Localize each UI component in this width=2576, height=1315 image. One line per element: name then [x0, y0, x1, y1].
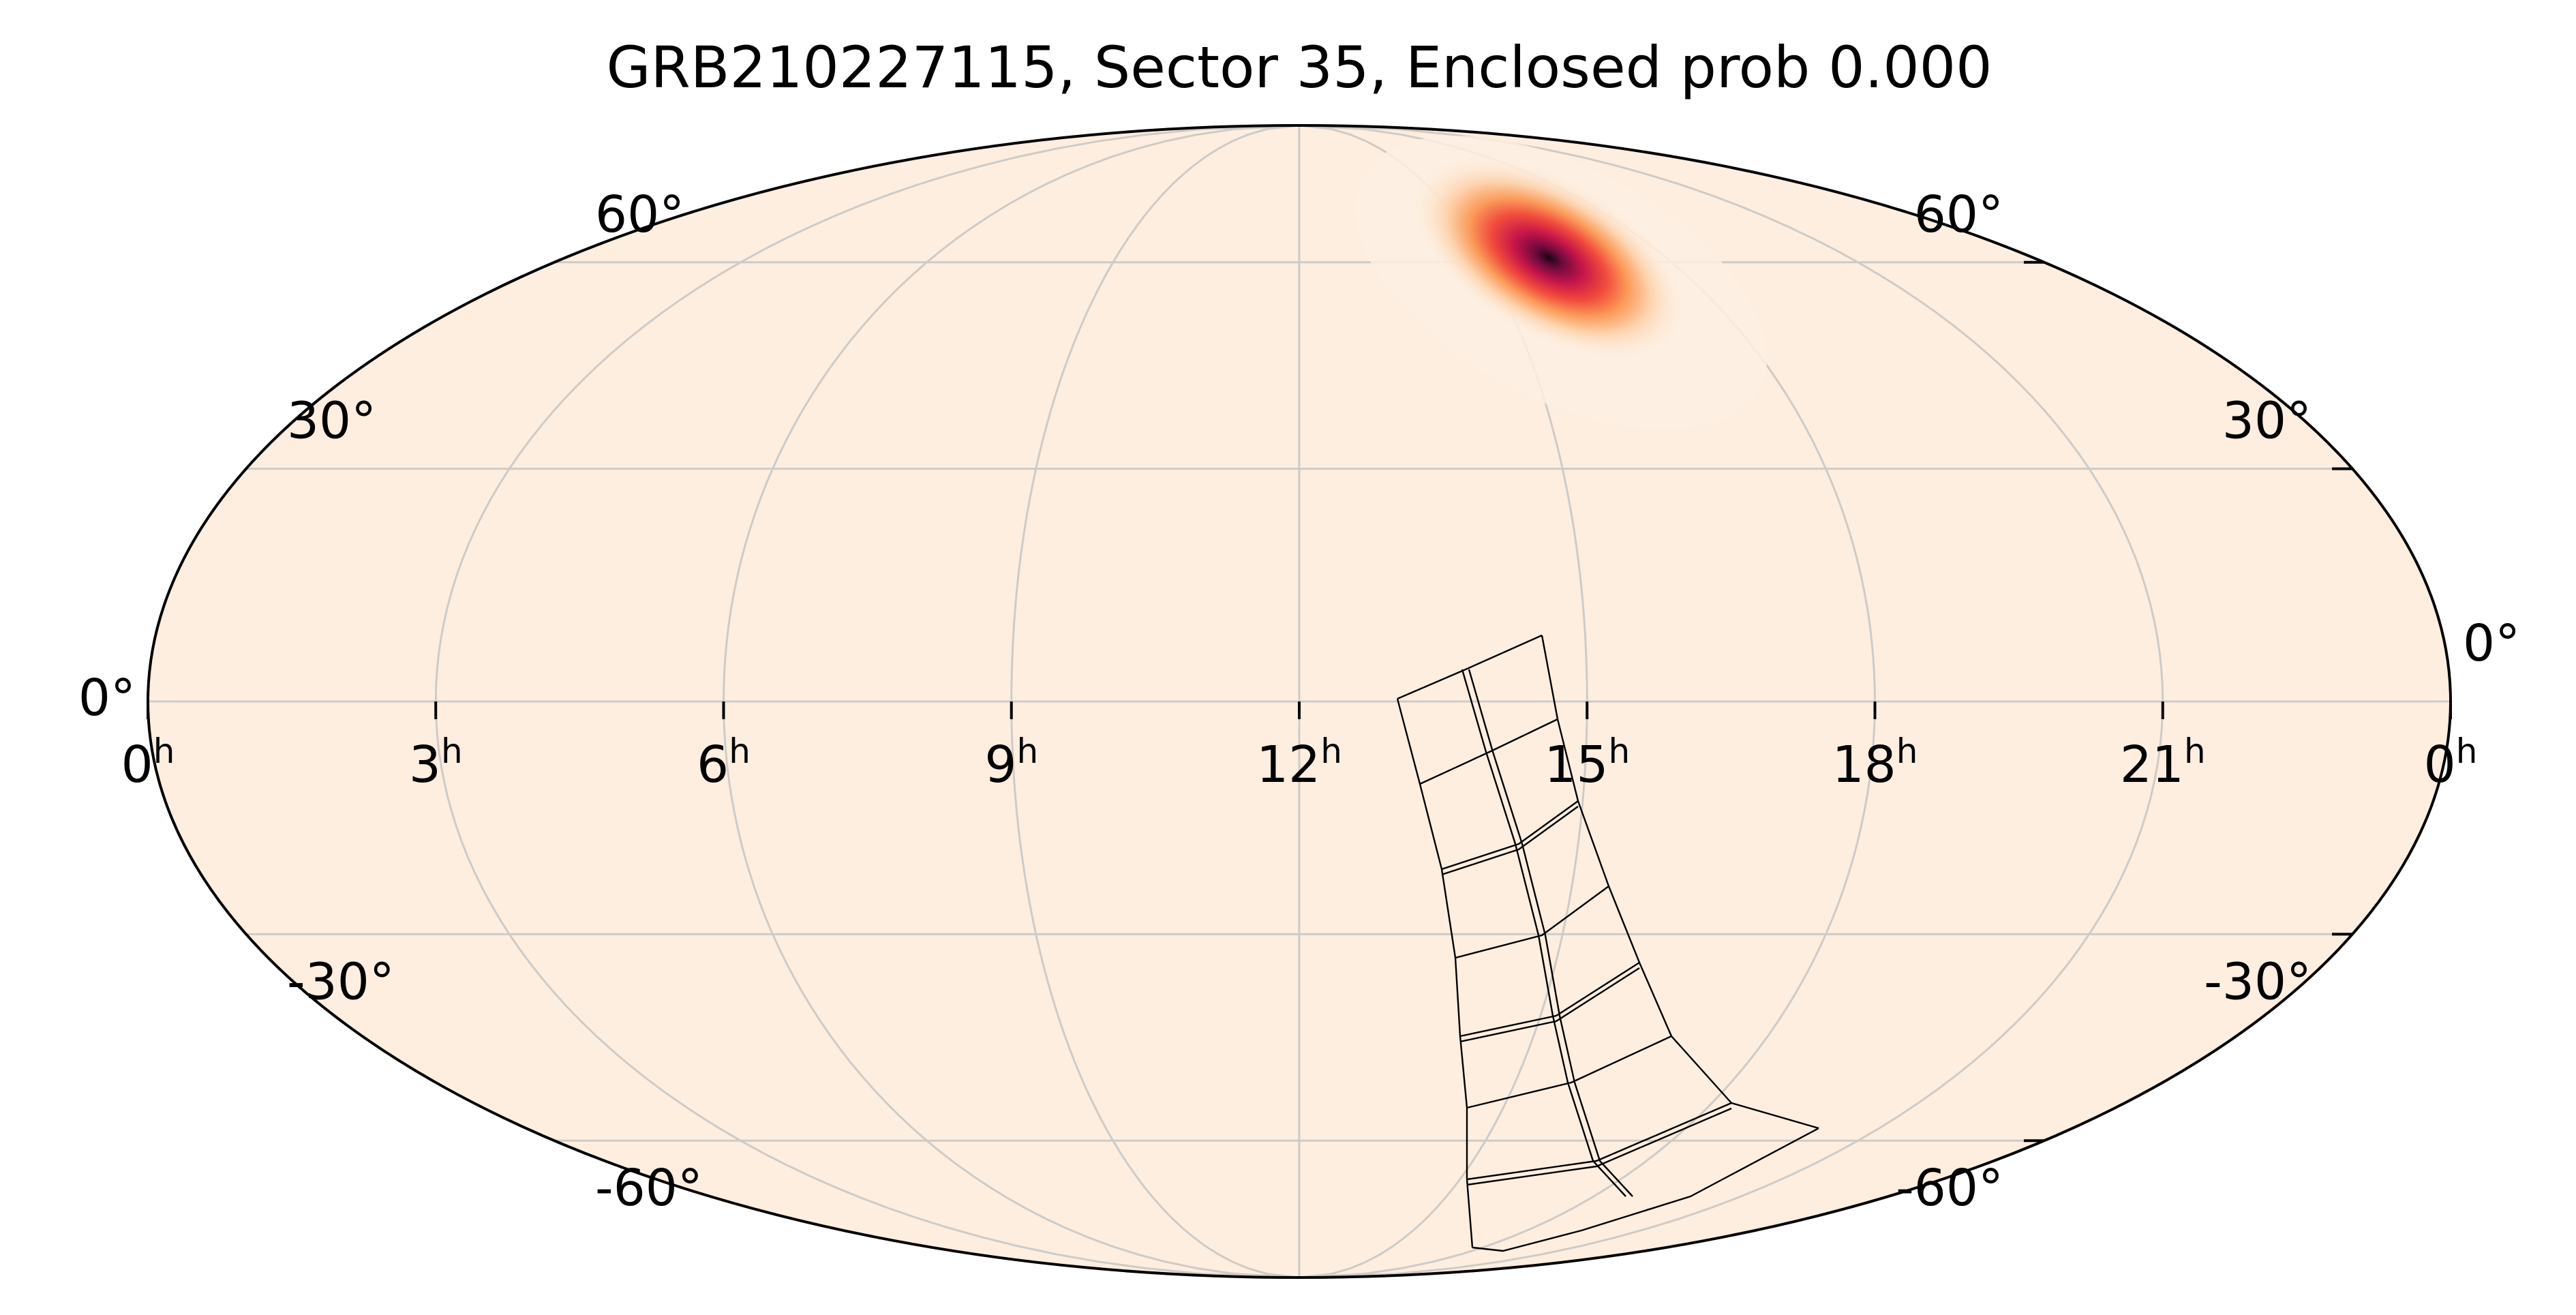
footprint-bottom-edge	[1472, 1127, 1819, 1252]
dec-tick-label-right: -30°	[287, 952, 395, 1011]
dec-tick-label-right: 60°	[595, 185, 684, 244]
footprint-top-edge	[1397, 634, 1543, 700]
ra-tick-label: 0h	[2424, 731, 2478, 794]
dec-tick-label-left: -60°	[1896, 1159, 2003, 1218]
camera-gap	[1459, 967, 1640, 1043]
ccd-boundary	[1455, 886, 1609, 959]
dec-tick-label-right: 0°	[2463, 614, 2520, 673]
probability-hotspot	[1412, 156, 1685, 359]
footprint-edge	[1541, 635, 1819, 1130]
axis-tick-marks	[147, 260, 2452, 1143]
camera-gap	[1466, 1107, 1732, 1186]
dec-tick-label-left: 60°	[1914, 185, 2003, 244]
probability-region	[1354, 136, 1768, 430]
ccd-boundary	[1441, 800, 1579, 871]
ccd-boundary	[1419, 718, 1558, 785]
footprint-seam	[1461, 669, 1626, 1197]
ccd-boundary	[1466, 1035, 1672, 1109]
tess-sector-footprint	[1396, 634, 1819, 1252]
camera-gap	[1441, 806, 1579, 876]
map-title: GRB210227115, Sector 35, Enclosed prob 0…	[606, 34, 1992, 101]
dec-tick-label-left: 0°	[78, 669, 136, 727]
ccd-boundary	[1466, 1102, 1732, 1181]
ccd-boundary	[1459, 961, 1640, 1038]
dec-tick-label-right: 30°	[287, 392, 376, 451]
dec-tick-label-left: 30°	[2222, 392, 2312, 451]
dec-tick-label-left: -30°	[2204, 952, 2312, 1011]
footprint-seam	[1468, 669, 1633, 1197]
dec-tick-label-right: -60°	[595, 1159, 703, 1218]
ra-tick-label: 15h	[1544, 731, 1630, 794]
footprint-edge	[1396, 698, 1474, 1248]
